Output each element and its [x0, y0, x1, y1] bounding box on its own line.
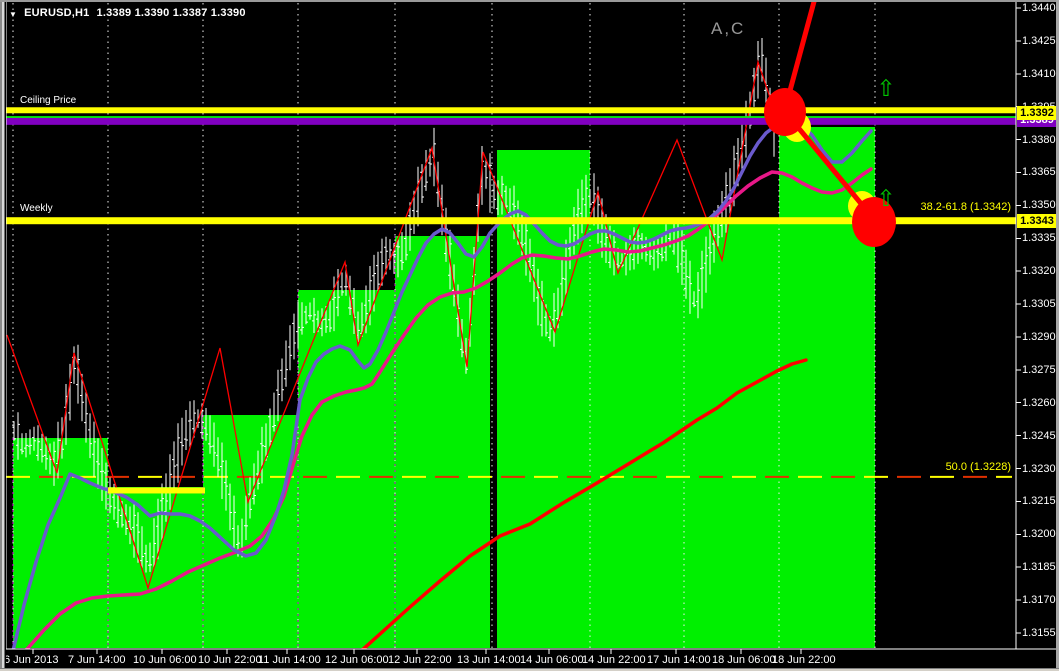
zigzag-line: [6, 59, 778, 591]
time-axis-label: 14 Jun 06:00: [520, 654, 584, 666]
price-tick-label: 1.3260: [1022, 396, 1056, 409]
price-tick-label: 1.3155: [1022, 627, 1056, 639]
time-axis-label: 6 Jun 2013: [4, 654, 59, 666]
price-tick-label: 1.3440: [1022, 2, 1056, 14]
green-zone-box: [203, 415, 298, 648]
price-tick-label: 1.3335: [1022, 232, 1056, 245]
price-tick-label: 1.3185: [1022, 561, 1056, 574]
price-tick-label: 1.3200: [1022, 528, 1056, 541]
price-tick-label: 1.3380: [1022, 133, 1056, 146]
ceiling-price-label: Ceiling Price: [20, 95, 77, 106]
time-axis-label: 13 Jun 14:00: [457, 654, 521, 666]
magenta-ma-line: [24, 167, 873, 649]
symbol-dropdown-icon[interactable]: ▼: [9, 9, 18, 19]
price-tick-label: 1.3290: [1022, 330, 1056, 343]
ac-annotation: A,C: [711, 19, 746, 38]
up-arrow-icon: ⇧: [876, 186, 895, 212]
fib-382-label: 38.2-61.8 (1.3342): [920, 201, 1011, 213]
price-tick-label: 1.3245: [1022, 429, 1056, 442]
time-axis-label: 17 Jun 14:00: [647, 654, 711, 666]
ceiling-price-line: [6, 107, 1016, 114]
time-axis-label: 10 Jun 06:00: [133, 654, 197, 666]
time-axis-label: 14 Jun 22:00: [582, 654, 646, 666]
price-tick-label: 1.3350: [1022, 199, 1056, 212]
window-frame-top: [0, 0, 1059, 2]
time-axis-label: 7 Jun 14:00: [68, 654, 126, 666]
red-highlight-circle: [852, 197, 896, 247]
chart-title: ▼ EURUSD,H1 1.3389 1.3390 1.3387 1.3390: [9, 7, 246, 19]
price-tick-label: 1.3170: [1022, 594, 1056, 607]
green-zone-box: [497, 150, 590, 648]
purple-horizontal-line: [6, 117, 1016, 125]
up-arrow-icon: ⇧: [876, 76, 895, 102]
fib-382-badge: 1.3343: [1017, 213, 1057, 228]
time-axis-label: 12 Jun 22:00: [388, 654, 452, 666]
green-zone-box: [684, 222, 779, 648]
ceiling-price-badge: 1.3392: [1017, 106, 1057, 121]
time-axis-label: 11 Jun 14:00: [258, 654, 321, 666]
price-tick-label: 1.3215: [1022, 495, 1056, 508]
price-tick-label: 1.3320: [1022, 265, 1056, 278]
symbol-period-label: EURUSD,H1: [24, 7, 90, 19]
ohlc-quotes: 1.3389 1.3390 1.3387 1.3390: [96, 7, 246, 19]
weekly-label: Weekly: [20, 203, 53, 214]
price-tick-label: 1.3410: [1022, 67, 1056, 80]
time-axis-label: 18 Jun 22:00: [772, 654, 836, 666]
violet-ma-line: [11, 120, 873, 649]
price-tick-label: 1.3425: [1022, 34, 1056, 47]
bid-line: [6, 116, 1016, 120]
time-axis-label: 12 Jun 06:00: [325, 654, 389, 666]
fib-382-618-line: [6, 217, 1016, 225]
time-axis-label: 18 Jun 06:00: [712, 654, 776, 666]
time-axis-label: 10 Jun 22:00: [198, 654, 262, 666]
slow-red-ma-line: [360, 358, 808, 649]
price-tick-label: 1.3230: [1022, 462, 1056, 475]
window-frame-right: [1056, 0, 1059, 671]
window-frame-bottom: [0, 668, 1059, 671]
window-frame-left: [0, 0, 6, 671]
price-tick-label: 1.3305: [1022, 298, 1056, 311]
support-segment-line: [108, 487, 205, 494]
price-tick-label: 1.3365: [1022, 166, 1056, 179]
red-highlight-circle: [764, 88, 806, 136]
fib-50-label: 50.0 (1.3228): [945, 461, 1011, 473]
green-zone-box: [590, 218, 684, 648]
price-tick-label: 1.3275: [1022, 363, 1056, 376]
